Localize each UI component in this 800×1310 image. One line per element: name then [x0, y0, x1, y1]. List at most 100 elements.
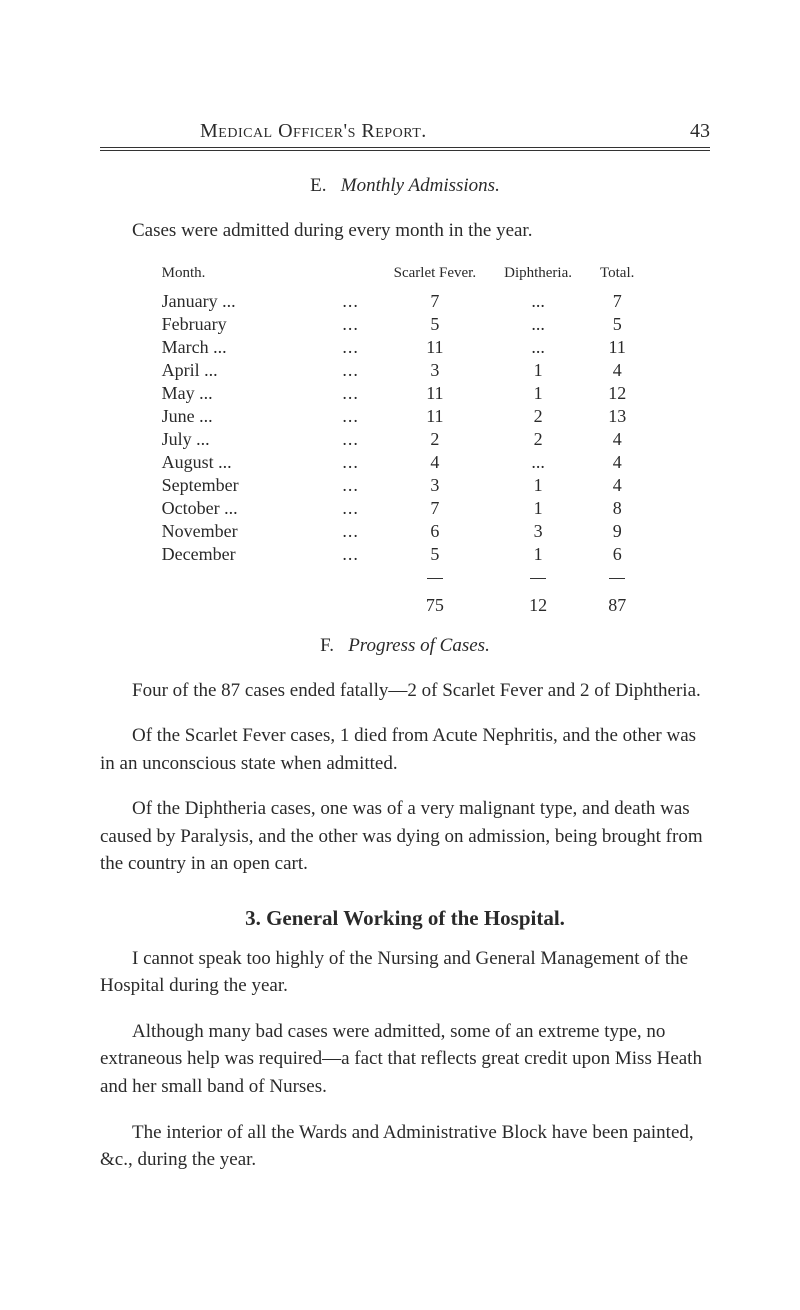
- cell-scarlet: 11: [380, 405, 490, 428]
- cell-diphtheria: 2: [490, 428, 586, 451]
- cell-scarlet: 11: [380, 382, 490, 405]
- rule: [380, 566, 490, 589]
- admissions-table: Month. Scarlet Fever. Diphtheria. Total.…: [162, 263, 649, 617]
- cell-scarlet: 4: [380, 451, 490, 474]
- cell-diphtheria: 2: [490, 405, 586, 428]
- cell-total: 4: [586, 451, 648, 474]
- cell-dots: ...: [322, 474, 380, 497]
- table-row: November...639: [162, 520, 649, 543]
- cell-scarlet: 7: [380, 290, 490, 313]
- cell-month: March ...: [162, 336, 322, 359]
- cell-diphtheria: 1: [490, 359, 586, 382]
- cell-diphtheria: 1: [490, 543, 586, 566]
- page-header: Medical Officer's Report. 43: [100, 120, 710, 148]
- table-row: December...516: [162, 543, 649, 566]
- cell-dots: ...: [322, 405, 380, 428]
- cell-scarlet: 3: [380, 474, 490, 497]
- section-f-p1: Four of the 87 cases ended fatally—2 of …: [100, 677, 710, 705]
- cell-scarlet: 5: [380, 543, 490, 566]
- col-diphtheria: Diphtheria.: [490, 263, 586, 290]
- cell-total: 9: [586, 520, 648, 543]
- cell-month: October ...: [162, 497, 322, 520]
- cell-total: 4: [586, 428, 648, 451]
- cell-diphtheria: 1: [490, 382, 586, 405]
- section-f-p2: Of the Scarlet Fever cases, 1 died from …: [100, 722, 710, 777]
- cell-month: September: [162, 474, 322, 497]
- cell-dots: ...: [322, 520, 380, 543]
- section-e-heading: E. Monthly Admissions.: [100, 175, 710, 197]
- cell-month: January ...: [162, 290, 322, 313]
- cell-month: February: [162, 313, 322, 336]
- section-f-letter: F.: [320, 635, 334, 656]
- section-e-title: Monthly Admissions.: [341, 175, 500, 196]
- col-total: Total.: [586, 263, 648, 290]
- cell-month: November: [162, 520, 322, 543]
- cell-scarlet: 6: [380, 520, 490, 543]
- section-e-letter: E.: [310, 175, 326, 196]
- cell-total: 4: [586, 359, 648, 382]
- table-rule-row: [162, 566, 649, 589]
- rule: [586, 566, 648, 589]
- table-row: June ......11213: [162, 405, 649, 428]
- rule: [490, 566, 586, 589]
- col-month: Month.: [162, 263, 322, 290]
- table-row: October ......718: [162, 497, 649, 520]
- cell-dots: ...: [322, 497, 380, 520]
- cell-dots: ...: [322, 428, 380, 451]
- cell-total: 7: [586, 290, 648, 313]
- cell-total: 13: [586, 405, 648, 428]
- cell-dots: ...: [322, 359, 380, 382]
- cell-total: 6: [586, 543, 648, 566]
- cell-diphtheria: 3: [490, 520, 586, 543]
- section-3-p1: I cannot speak too highly of the Nursing…: [100, 945, 710, 1000]
- cell-scarlet: 3: [380, 359, 490, 382]
- cell-month: July ...: [162, 428, 322, 451]
- cell-diphtheria: ...: [490, 336, 586, 359]
- col-scarlet: Scarlet Fever.: [380, 263, 490, 290]
- cell-total: 4: [586, 474, 648, 497]
- table-row: August ......4...4: [162, 451, 649, 474]
- section-f-p3: Of the Diphtheria cases, one was of a ve…: [100, 795, 710, 878]
- col-dots: [322, 263, 380, 290]
- section-3-p3: The interior of all the Wards and Admini…: [100, 1119, 710, 1174]
- cell-dots: ...: [322, 290, 380, 313]
- total-total: 87: [586, 589, 648, 617]
- table-row: July ......224: [162, 428, 649, 451]
- section-3-p2: Although many bad cases were admitted, s…: [100, 1018, 710, 1101]
- table-row: January ......7...7: [162, 290, 649, 313]
- table-row: March ......11...11: [162, 336, 649, 359]
- cell-dots: ...: [322, 313, 380, 336]
- cell-scarlet: 11: [380, 336, 490, 359]
- cell-diphtheria: 1: [490, 474, 586, 497]
- table-total-row: 751287: [162, 589, 649, 617]
- section-e-intro: Cases were admitted during every month i…: [100, 217, 710, 245]
- table-row: April ......314: [162, 359, 649, 382]
- table-row: September...314: [162, 474, 649, 497]
- page: Medical Officer's Report. 43 E. Monthly …: [0, 0, 800, 1252]
- table-header-row: Month. Scarlet Fever. Diphtheria. Total.: [162, 263, 649, 290]
- cell-dots: ...: [322, 451, 380, 474]
- cell-total: 8: [586, 497, 648, 520]
- page-number: 43: [690, 120, 710, 143]
- cell-month: December: [162, 543, 322, 566]
- cell-month: June ...: [162, 405, 322, 428]
- cell-diphtheria: ...: [490, 313, 586, 336]
- total-scarlet: 75: [380, 589, 490, 617]
- cell-month: May ...: [162, 382, 322, 405]
- total-diphtheria: 12: [490, 589, 586, 617]
- cell-dots: ...: [322, 382, 380, 405]
- cell-scarlet: 7: [380, 497, 490, 520]
- running-title: Medical Officer's Report.: [200, 120, 427, 143]
- cell-total: 11: [586, 336, 648, 359]
- cell-diphtheria: ...: [490, 451, 586, 474]
- cell-dots: ...: [322, 543, 380, 566]
- cell-scarlet: 2: [380, 428, 490, 451]
- section-f-heading: F. Progress of Cases.: [100, 635, 710, 657]
- cell-diphtheria: 1: [490, 497, 586, 520]
- cell-dots: ...: [322, 336, 380, 359]
- cell-scarlet: 5: [380, 313, 490, 336]
- section-f-title: Progress of Cases.: [348, 635, 490, 656]
- cell-diphtheria: ...: [490, 290, 586, 313]
- header-rule: [100, 150, 710, 151]
- table-row: May ......11112: [162, 382, 649, 405]
